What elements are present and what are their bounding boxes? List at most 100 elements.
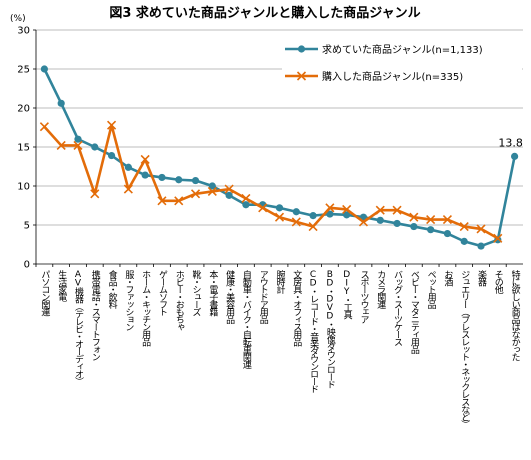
x-tick-label: ゲームソフト [157,270,168,317]
x-tick-label: 特に欲しい商品はなかった [510,269,521,362]
data-point [342,204,352,214]
data-point [56,140,66,151]
data-point [57,99,65,107]
data-point [39,122,49,132]
x-tick-label: 楽器 [476,269,487,287]
data-point [157,196,167,206]
x-tick-label: 健康・美容用品 [224,269,235,325]
data-point [358,217,369,227]
data-point [158,173,166,182]
x-tick-label: ホーム・キッチン用品 [140,270,151,348]
x-axis-labels: パソコン関連 生活家電 AV機器（テレビ・オーディオ） 携帯電話・スマートフォン 食品・… [35,264,521,428]
data-point [291,217,301,227]
data-point [392,205,402,215]
data-point [225,191,233,199]
data-point [40,65,48,73]
annotations: 13.8 [498,136,523,149]
data-point [275,204,284,212]
legend-label: 購入した商品ジャンル(n=335) [322,70,463,83]
data-point [90,189,100,199]
data-point [175,176,183,184]
x-tick-label: バッグ・スーツケース [392,270,403,347]
data-point [107,120,117,130]
x-tick-label: 自動車・バイク・自転車関連 [241,269,252,370]
x-tick-label: 服・ファッション [123,270,134,331]
legend-swatch-marker [296,71,307,81]
data-point [376,216,384,224]
data-point [258,203,268,213]
x-tick-label: BD・DVD・映像ダウンロード [325,270,336,389]
x-tick-label: ホビー・おもちゃ [174,270,185,332]
y-tick-label: 20 [17,104,30,115]
y-axis-unit: (%) [10,14,26,24]
legend-box [282,34,522,92]
y-tick-label: 0 [24,260,30,271]
data-point [309,212,317,220]
x-tick-label: スポーツウェア [358,270,369,324]
data-point [326,210,334,218]
data-point [325,203,335,213]
data-point [459,221,469,232]
x-tick-label: 生活家電 [56,269,66,302]
x-tick-label: ベビー・マタニティ用品 [409,270,420,355]
y-tick-label: 30 [17,26,30,37]
data-point [443,229,452,238]
data-point [191,176,200,185]
x-tick-label: 腕時計 [275,269,286,295]
y-tick-label: 25 [17,65,30,76]
data-point [190,189,201,199]
x-tick-label: その他 [493,270,504,295]
data-point [140,154,150,165]
legend-item: 購入した商品ジャンル(n=335) [285,70,463,83]
data-point [224,184,234,194]
x-tick-label: DIY・工具 [342,270,353,320]
x-tick-label: カメラ関連 [375,270,386,310]
series-group [39,65,519,250]
x-tick-label: ジュエリー（ブレスレット・ネックレスなど） [459,270,470,428]
data-point [393,219,401,228]
data-point [460,237,468,245]
data-point [124,163,132,171]
x-tick-label: アウトドア用品 [258,270,269,325]
legend-item: 求めていた商品ジャンル(n=1,133) [285,43,483,56]
x-tick-label: 食品・飲料 [107,269,118,310]
data-point [308,221,318,232]
data-point [174,196,184,206]
data-point [207,186,217,197]
data-point [426,214,436,225]
data-point [409,212,419,222]
data-point [343,211,351,219]
data-point [241,193,251,204]
legend-swatch-marker [297,45,306,53]
series-line [43,123,499,240]
axes [35,30,523,265]
x-tick-label: 文房具・オフィス用品 [291,269,302,348]
legend-label: 求めていた商品ジャンル(n=1,133) [322,43,483,56]
data-point [208,182,216,190]
x-tick-label: ペット用品 [426,270,437,310]
x-tick-label: CD・レコード・音楽ダウンロード [308,270,319,393]
data-point [274,212,285,222]
y-tick-label: 10 [17,182,30,193]
data-point [493,233,503,243]
chart-title: 図3 求めていた商品ジャンルと購入した商品ジャンル [109,5,420,21]
y-tick-label: 5 [24,221,30,232]
data-point [73,140,83,151]
data-point [375,205,385,215]
data-point [292,208,300,216]
data-point [410,222,418,231]
data-point [511,152,519,160]
data-point [74,135,82,143]
y-tick-label: 15 [17,143,30,154]
y-axis-ticks: 0 5 10 15 20 25 30 [17,26,36,271]
x-tick-label: お酒 [442,270,453,288]
data-point [477,242,485,250]
data-point [141,171,149,179]
x-tick-label: 靴・シューズ [191,269,202,317]
series-1 [40,65,519,250]
data-point [242,201,250,209]
data-point [476,224,486,234]
data-label: 13.8 [498,136,523,149]
data-point [442,214,452,225]
